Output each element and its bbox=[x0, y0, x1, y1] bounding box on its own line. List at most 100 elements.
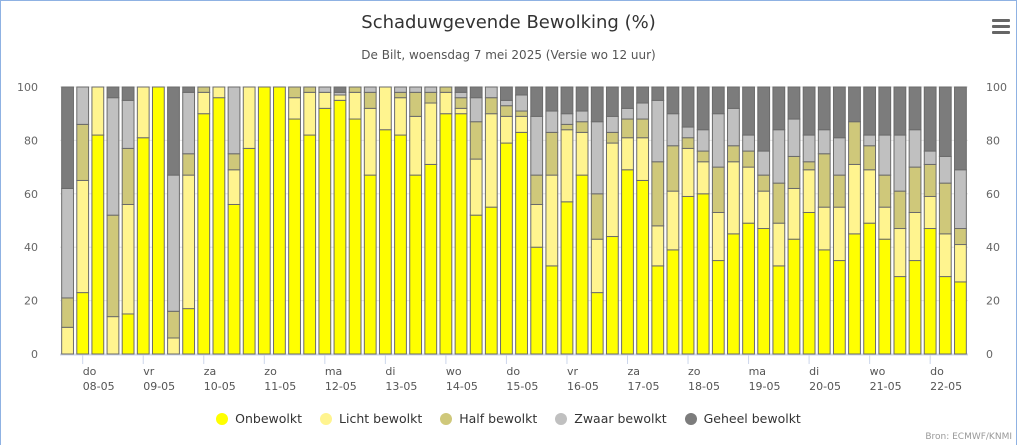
bar-segment-zwaar-bewolkt[interactable] bbox=[409, 86, 423, 93]
bar-segment-half-bewolkt[interactable] bbox=[893, 190, 907, 230]
bar-segment-licht-bewolkt[interactable] bbox=[908, 211, 922, 262]
bar-segment-geheel-bewolkt[interactable] bbox=[954, 86, 967, 171]
bar-segment-half-bewolkt[interactable] bbox=[802, 161, 816, 171]
bar-segment-zwaar-bewolkt[interactable] bbox=[575, 110, 589, 123]
bar-segment-geheel-bewolkt[interactable] bbox=[454, 86, 468, 93]
bar-stack[interactable] bbox=[394, 86, 407, 355]
bar-segment-onbewolkt[interactable] bbox=[378, 129, 392, 355]
bar-segment-geheel-bewolkt[interactable] bbox=[727, 86, 740, 109]
bar-segment-geheel-bewolkt[interactable] bbox=[696, 86, 710, 131]
bar-segment-half-bewolkt[interactable] bbox=[348, 86, 362, 93]
bar-stack[interactable] bbox=[515, 86, 528, 355]
bar-segment-licht-bewolkt[interactable] bbox=[318, 91, 332, 109]
bar-segment-licht-bewolkt[interactable] bbox=[242, 86, 256, 149]
bar-segment-zwaar-bewolkt[interactable] bbox=[863, 134, 877, 147]
bar-stack[interactable] bbox=[242, 86, 256, 355]
bar-segment-onbewolkt[interactable] bbox=[409, 174, 423, 355]
bar-segment-onbewolkt[interactable] bbox=[333, 99, 347, 355]
bar-segment-zwaar-bewolkt[interactable] bbox=[772, 129, 786, 184]
legend-item-geheel-bewolkt[interactable]: Geheel bewolkt bbox=[684, 411, 801, 426]
bar-segment-licht-bewolkt[interactable] bbox=[560, 129, 574, 203]
bar-segment-onbewolkt[interactable] bbox=[212, 97, 226, 355]
bar-segment-licht-bewolkt[interactable] bbox=[530, 203, 544, 248]
bar-segment-zwaar-bewolkt[interactable] bbox=[545, 110, 559, 133]
bar-segment-zwaar-bewolkt[interactable] bbox=[363, 86, 377, 93]
bar-segment-licht-bewolkt[interactable] bbox=[666, 190, 680, 251]
bar-stack[interactable] bbox=[575, 86, 589, 355]
bar-segment-zwaar-bewolkt[interactable] bbox=[757, 150, 771, 176]
bar-segment-licht-bewolkt[interactable] bbox=[772, 222, 786, 267]
bar-stack[interactable] bbox=[772, 86, 786, 355]
bar-segment-licht-bewolkt[interactable] bbox=[454, 107, 468, 115]
bar-segment-half-bewolkt[interactable] bbox=[621, 118, 634, 139]
bar-stack[interactable] bbox=[348, 86, 362, 355]
bar-stack[interactable] bbox=[333, 86, 347, 355]
bar-segment-onbewolkt[interactable] bbox=[151, 86, 165, 355]
bar-segment-zwaar-bewolkt[interactable] bbox=[500, 99, 513, 107]
bar-segment-geheel-bewolkt[interactable] bbox=[742, 86, 755, 136]
bar-segment-onbewolkt[interactable] bbox=[515, 131, 528, 355]
bar-segment-zwaar-bewolkt[interactable] bbox=[727, 107, 740, 147]
bar-segment-zwaar-bewolkt[interactable] bbox=[893, 134, 907, 192]
bar-segment-licht-bewolkt[interactable] bbox=[91, 86, 105, 136]
bar-segment-zwaar-bewolkt[interactable] bbox=[711, 113, 725, 168]
bar-segment-licht-bewolkt[interactable] bbox=[121, 203, 135, 315]
bar-segment-licht-bewolkt[interactable] bbox=[817, 206, 831, 251]
bar-segment-licht-bewolkt[interactable] bbox=[61, 326, 74, 355]
bar-segment-half-bewolkt[interactable] bbox=[121, 147, 135, 205]
bar-segment-licht-bewolkt[interactable] bbox=[711, 211, 725, 262]
bar-segment-licht-bewolkt[interactable] bbox=[439, 91, 453, 115]
bar-segment-half-bewolkt[interactable] bbox=[288, 86, 301, 99]
bar-stack[interactable] bbox=[787, 86, 801, 355]
bar-segment-half-bewolkt[interactable] bbox=[454, 97, 468, 109]
bar-segment-geheel-bewolkt[interactable] bbox=[61, 86, 74, 189]
bar-segment-onbewolkt[interactable] bbox=[832, 260, 846, 355]
bar-segment-zwaar-bewolkt[interactable] bbox=[182, 91, 196, 155]
bar-segment-half-bewolkt[interactable] bbox=[908, 166, 922, 213]
bar-segment-licht-bewolkt[interactable] bbox=[802, 169, 816, 213]
bar-stack[interactable] bbox=[893, 86, 907, 355]
bar-stack[interactable] bbox=[76, 86, 90, 355]
bar-segment-licht-bewolkt[interactable] bbox=[545, 174, 559, 267]
bar-segment-geheel-bewolkt[interactable] bbox=[590, 86, 604, 123]
bar-segment-zwaar-bewolkt[interactable] bbox=[938, 155, 952, 184]
bar-segment-zwaar-bewolkt[interactable] bbox=[742, 134, 755, 152]
bar-segment-half-bewolkt[interactable] bbox=[605, 131, 619, 144]
bar-segment-licht-bewolkt[interactable] bbox=[333, 94, 347, 101]
bar-segment-zwaar-bewolkt[interactable] bbox=[560, 113, 574, 125]
bar-stack[interactable] bbox=[605, 86, 619, 355]
bar-segment-half-bewolkt[interactable] bbox=[636, 118, 650, 139]
bar-segment-onbewolkt[interactable] bbox=[560, 201, 574, 355]
bar-segment-onbewolkt[interactable] bbox=[257, 86, 271, 355]
bar-segment-zwaar-bewolkt[interactable] bbox=[469, 97, 483, 123]
bar-segment-onbewolkt[interactable] bbox=[424, 163, 438, 355]
bar-segment-half-bewolkt[interactable] bbox=[409, 91, 423, 117]
bar-segment-onbewolkt[interactable] bbox=[772, 265, 786, 355]
bar-segment-licht-bewolkt[interactable] bbox=[348, 91, 362, 120]
bar-stack[interactable] bbox=[363, 86, 377, 355]
bar-segment-geheel-bewolkt[interactable] bbox=[681, 86, 695, 128]
bar-segment-geheel-bewolkt[interactable] bbox=[500, 86, 513, 101]
bar-segment-geheel-bewolkt[interactable] bbox=[469, 86, 483, 99]
bar-segment-onbewolkt[interactable] bbox=[863, 222, 877, 355]
bar-segment-geheel-bewolkt[interactable] bbox=[666, 86, 680, 115]
bar-segment-zwaar-bewolkt[interactable] bbox=[394, 86, 407, 93]
bar-segment-half-bewolkt[interactable] bbox=[757, 174, 771, 192]
bar-segment-geheel-bewolkt[interactable] bbox=[893, 86, 907, 136]
bar-stack[interactable] bbox=[378, 86, 392, 355]
bar-segment-half-bewolkt[interactable] bbox=[439, 86, 453, 93]
bar-segment-half-bewolkt[interactable] bbox=[727, 145, 740, 163]
bar-segment-licht-bewolkt[interactable] bbox=[182, 174, 196, 310]
bar-segment-half-bewolkt[interactable] bbox=[575, 121, 589, 133]
bar-stack[interactable] bbox=[636, 86, 650, 355]
bar-segment-onbewolkt[interactable] bbox=[757, 228, 771, 355]
bar-segment-onbewolkt[interactable] bbox=[575, 174, 589, 355]
bar-segment-licht-bewolkt[interactable] bbox=[136, 86, 150, 139]
bar-segment-licht-bewolkt[interactable] bbox=[76, 179, 90, 294]
bar-stack[interactable] bbox=[288, 86, 301, 355]
bar-segment-licht-bewolkt[interactable] bbox=[288, 97, 301, 120]
bar-segment-zwaar-bewolkt[interactable] bbox=[605, 115, 619, 133]
bar-segment-onbewolkt[interactable] bbox=[545, 265, 559, 355]
bar-segment-licht-bewolkt[interactable] bbox=[484, 113, 498, 208]
bar-segment-onbewolkt[interactable] bbox=[938, 276, 952, 355]
